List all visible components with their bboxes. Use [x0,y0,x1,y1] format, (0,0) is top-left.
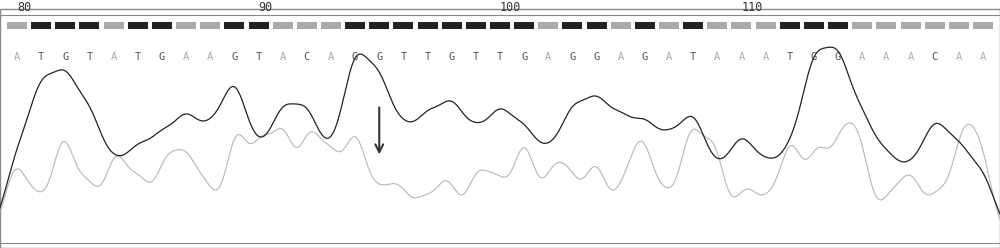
Bar [514,22,534,30]
Text: A: A [763,52,769,62]
Text: 90: 90 [258,1,273,14]
Bar [297,22,317,30]
Text: G: G [449,52,455,62]
Bar [273,22,293,30]
Text: 110: 110 [741,1,763,14]
Bar [659,22,679,30]
Text: G: G [642,52,648,62]
Text: T: T [400,52,407,62]
Bar [828,22,848,30]
Bar [611,22,631,30]
Text: C: C [304,52,310,62]
Bar [176,22,196,30]
Bar [683,22,703,30]
Text: G: G [521,52,527,62]
Bar [852,22,872,30]
Text: A: A [618,52,624,62]
Text: A: A [183,52,189,62]
Bar [393,22,413,30]
Bar [31,22,51,30]
Bar [466,22,486,30]
Text: G: G [835,52,841,62]
Text: G: G [159,52,165,62]
Bar [418,22,438,30]
Text: G: G [569,52,576,62]
Text: C: C [932,52,938,62]
Text: G: G [62,52,68,62]
Bar [973,22,993,30]
Bar [200,22,220,30]
Bar [490,22,510,30]
Bar [104,22,124,30]
Bar [7,22,27,30]
Text: T: T [255,52,262,62]
Text: G: G [376,52,382,62]
Text: A: A [714,52,720,62]
Text: A: A [859,52,865,62]
Text: T: T [86,52,93,62]
Bar [635,22,655,30]
Bar [925,22,945,30]
Text: A: A [883,52,890,62]
Text: G: G [231,52,237,62]
Text: G: G [593,52,600,62]
Text: A: A [110,52,117,62]
Text: A: A [14,52,20,62]
Text: A: A [545,52,551,62]
Bar [731,22,752,30]
Text: A: A [207,52,213,62]
Text: 100: 100 [500,1,521,14]
Text: A: A [738,52,745,62]
Text: 80: 80 [17,1,31,14]
Bar [128,22,148,30]
Text: T: T [787,52,793,62]
Bar [79,22,99,30]
Bar [901,22,921,30]
Text: A: A [980,52,986,62]
Text: T: T [424,52,431,62]
Bar [949,22,969,30]
Text: A: A [666,52,672,62]
Bar [707,22,727,30]
Text: G: G [811,52,817,62]
Text: A: A [956,52,962,62]
Text: A: A [280,52,286,62]
Text: T: T [497,52,503,62]
Text: T: T [473,52,479,62]
Text: T: T [690,52,696,62]
Bar [345,22,365,30]
Bar [538,22,558,30]
Bar [369,22,389,30]
Bar [876,22,896,30]
Bar [152,22,172,30]
Text: T: T [38,52,44,62]
Bar [224,22,244,30]
Bar [780,22,800,30]
Text: A: A [907,52,914,62]
Bar [55,22,75,30]
Bar [562,22,582,30]
Bar [756,22,776,30]
Bar [248,22,268,30]
Bar [587,22,607,30]
Text: G: G [352,52,358,62]
Text: A: A [328,52,334,62]
Bar [321,22,341,30]
Bar [804,22,824,30]
Text: T: T [135,52,141,62]
Bar [442,22,462,30]
